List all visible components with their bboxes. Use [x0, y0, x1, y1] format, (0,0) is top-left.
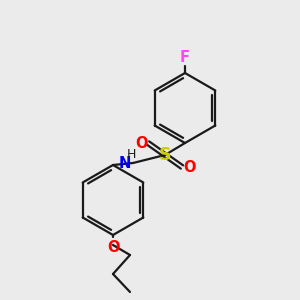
Text: N: N [118, 157, 131, 172]
Text: O: O [107, 240, 119, 255]
Text: H: H [126, 148, 136, 161]
Text: O: O [135, 136, 147, 151]
Text: F: F [180, 50, 190, 65]
Text: S: S [159, 146, 171, 164]
Text: O: O [184, 160, 196, 175]
